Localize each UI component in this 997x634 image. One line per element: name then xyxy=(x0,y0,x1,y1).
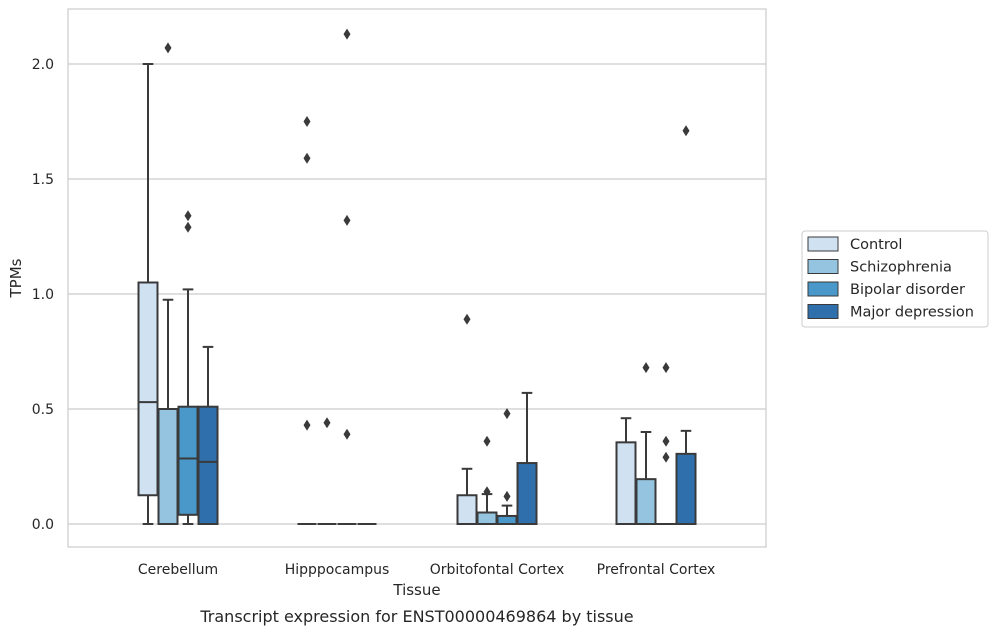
box xyxy=(635,362,657,525)
box-body xyxy=(615,441,637,526)
x-tick-label: Hipppocampus xyxy=(285,562,390,578)
outlier-point xyxy=(184,221,192,233)
box xyxy=(177,210,199,525)
x-axis-ticks: Cerebellum Hipppocampus Orbitofontal Corte… xyxy=(138,562,715,578)
legend: Control Schizophrenia Bipolar disorder Majo… xyxy=(801,230,989,328)
legend-item: Major depression xyxy=(807,304,974,321)
y-tick-label: 1.5 xyxy=(32,172,54,188)
legend-item: Bipolar disorder xyxy=(807,281,965,298)
outlier-point xyxy=(503,408,511,420)
x-axis-label: Tissue xyxy=(392,581,440,599)
x-tick-label: Prefrontal Cortex xyxy=(597,562,716,578)
legend-swatch xyxy=(807,259,839,274)
box xyxy=(675,125,697,526)
box-group xyxy=(137,42,219,526)
outlier-point xyxy=(642,362,650,374)
plot-area-frame xyxy=(67,8,767,548)
outlier-point xyxy=(503,490,511,502)
outlier-point xyxy=(184,210,192,222)
legend-label: Control xyxy=(850,237,902,253)
legend-swatch xyxy=(807,236,839,252)
box-body xyxy=(635,478,657,525)
box xyxy=(157,42,179,525)
box-groups xyxy=(137,28,697,526)
box xyxy=(516,391,538,525)
legend-label: Bipolar disorder xyxy=(850,282,965,298)
outlier-point xyxy=(662,362,670,374)
outlier-point xyxy=(343,214,351,226)
legend-label: Major depression xyxy=(850,305,974,321)
x-tick-label: Orbitofontal Cortex xyxy=(430,562,565,578)
box-body xyxy=(675,452,697,526)
legend-label: Schizophrenia xyxy=(850,260,952,276)
box xyxy=(476,435,498,525)
y-tick-label: 1.0 xyxy=(32,287,54,303)
box xyxy=(297,116,317,525)
box xyxy=(317,417,337,525)
y-axis-label: TPMs xyxy=(7,258,25,298)
box-body xyxy=(197,405,219,526)
outlier-point xyxy=(483,486,491,498)
legend-item: Schizophrenia xyxy=(807,259,952,276)
outlier-point xyxy=(463,313,471,325)
outlier-point xyxy=(662,435,670,447)
box-body xyxy=(137,281,159,497)
box-group xyxy=(297,28,377,525)
outlier-point xyxy=(343,428,351,440)
box xyxy=(137,63,159,525)
box-body xyxy=(516,462,538,525)
x-tick-label: Cerebellum xyxy=(138,562,218,578)
outlier-point xyxy=(662,451,670,463)
outlier-point xyxy=(483,435,491,447)
legend-swatch xyxy=(807,304,839,319)
legend-frame xyxy=(801,230,989,328)
box-body xyxy=(157,408,179,525)
outlier-point xyxy=(303,152,311,164)
y-axis-ticks: 0.0 0.5 1.0 1.5 2.0 xyxy=(32,57,54,533)
box-body xyxy=(496,514,518,526)
box xyxy=(456,313,478,525)
outlier-point xyxy=(164,42,172,54)
outlier-point xyxy=(682,125,690,137)
box xyxy=(197,345,219,526)
box xyxy=(615,417,637,526)
y-tick-label: 2.0 xyxy=(32,57,54,73)
chart-caption: Transcript expression for ENST0000046986… xyxy=(199,607,633,626)
outlier-point xyxy=(323,417,331,429)
legend-swatch xyxy=(807,281,839,297)
box-body xyxy=(177,405,199,516)
y-tick-label: 0.5 xyxy=(32,402,54,418)
box xyxy=(496,408,518,526)
box xyxy=(337,28,357,525)
box-group xyxy=(615,125,697,526)
box-body xyxy=(456,494,478,525)
outlier-point xyxy=(303,419,311,431)
legend-item: Control xyxy=(807,236,902,253)
box-group xyxy=(456,313,538,526)
box-body xyxy=(476,511,498,525)
outlier-point xyxy=(343,28,351,40)
box xyxy=(656,362,676,525)
outlier-point xyxy=(303,116,311,127)
y-tick-label: 0.0 xyxy=(32,517,54,533)
